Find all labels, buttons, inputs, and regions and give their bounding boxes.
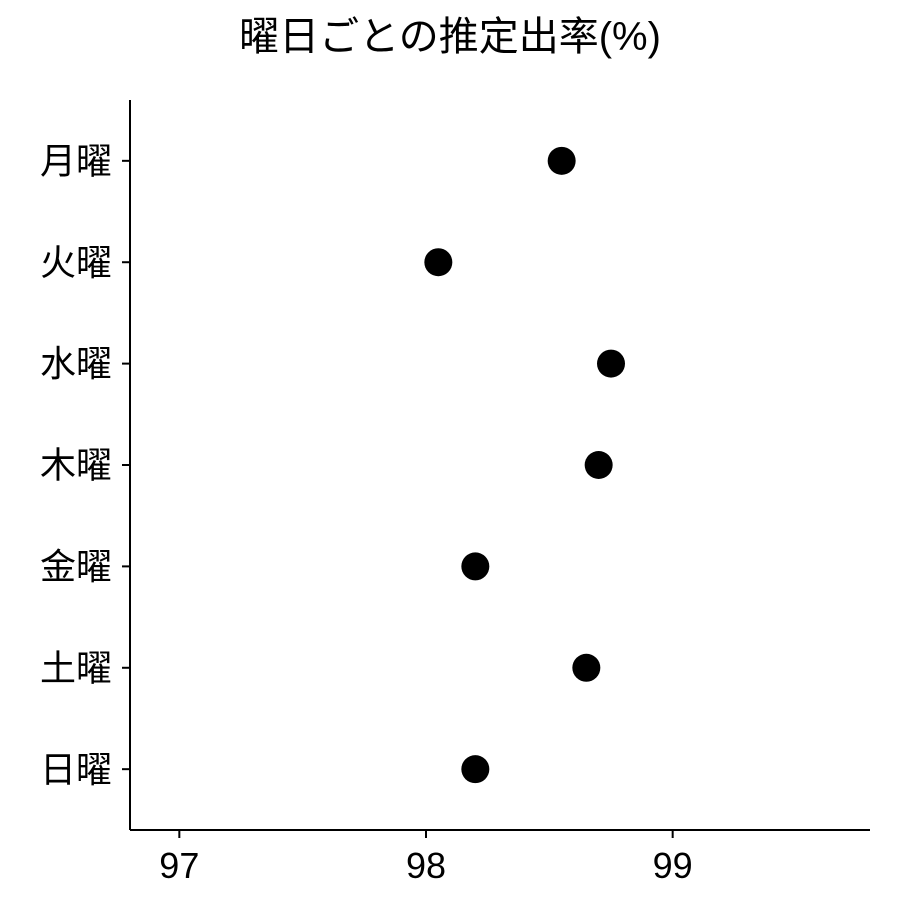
dot-chart: 曜日ごとの推定出率(%) 97 98 99 月曜火曜水曜木曜金曜土曜日曜 — [0, 0, 900, 900]
y-tick-label: 日曜 — [40, 749, 112, 790]
chart-container: 曜日ごとの推定出率(%) 97 98 99 月曜火曜水曜木曜金曜土曜日曜 — [0, 0, 900, 900]
y-tick-label: 水曜 — [40, 343, 112, 384]
chart-title: 曜日ごとの推定出率(%) — [239, 15, 661, 59]
data-point — [572, 654, 600, 682]
y-tick-label: 土曜 — [40, 647, 112, 688]
x-tick-label: 98 — [406, 845, 446, 886]
data-point — [461, 755, 489, 783]
data-point — [597, 350, 625, 378]
x-tick-label: 99 — [653, 845, 693, 886]
y-tick-label: 金曜 — [40, 546, 112, 587]
x-tick-label: 97 — [159, 845, 199, 886]
y-tick-label: 木曜 — [40, 445, 112, 486]
data-point — [461, 552, 489, 580]
data-point — [548, 147, 576, 175]
data-point — [585, 451, 613, 479]
y-tick-label: 火曜 — [40, 242, 112, 283]
y-tick-label: 月曜 — [40, 140, 112, 181]
data-point — [424, 248, 452, 276]
